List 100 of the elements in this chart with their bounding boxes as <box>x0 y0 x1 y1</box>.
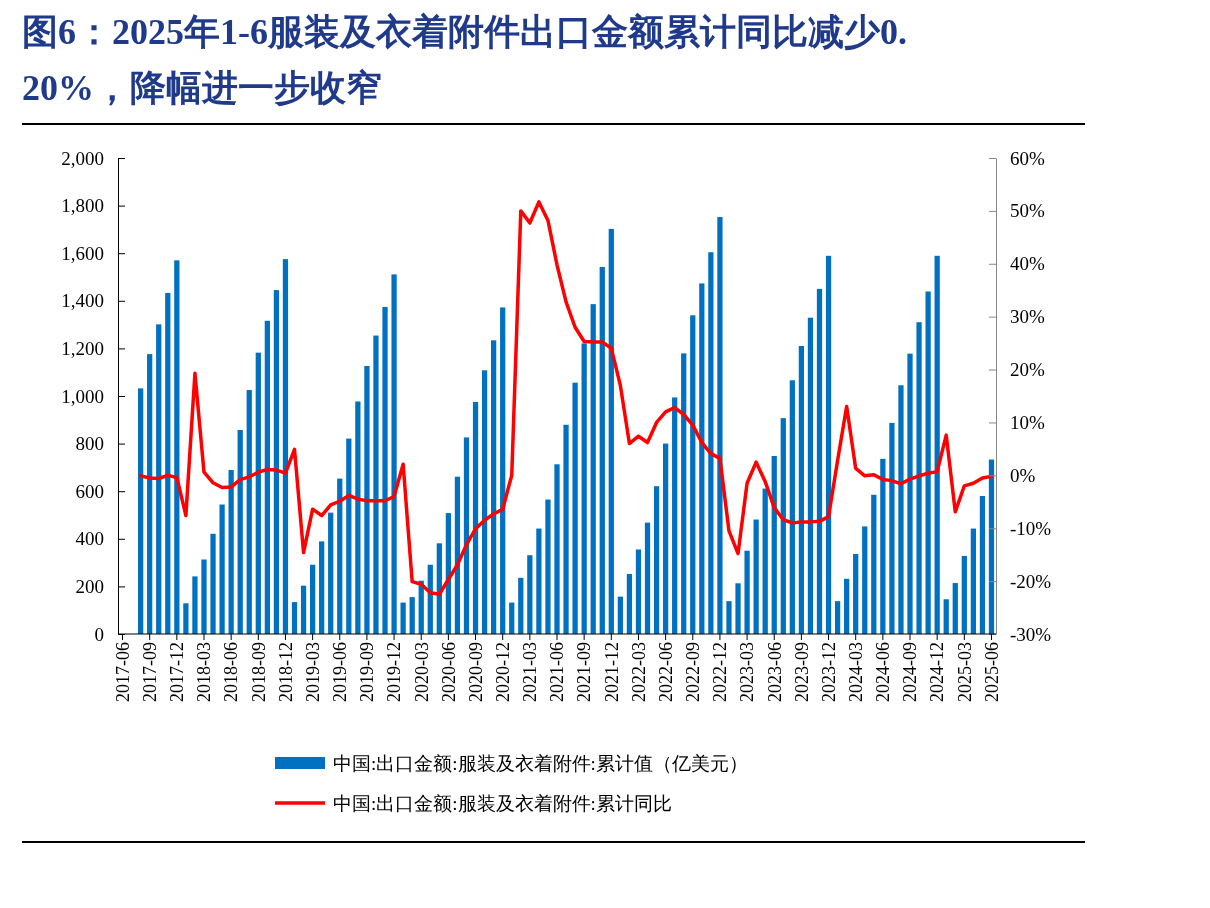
x-tick-label: 2020-06 <box>438 642 459 702</box>
bar <box>210 533 216 634</box>
bar <box>500 307 506 634</box>
bar <box>309 564 316 634</box>
bar <box>219 504 225 634</box>
bar <box>644 522 651 634</box>
y2-tick-label: 60% <box>1010 147 1045 169</box>
x-tick-label: 2025-06 <box>981 642 1002 702</box>
legend-label: 中国:出口金额:服装及衣着附件:累计同比 <box>333 792 672 814</box>
y-tick-label: 0 <box>94 623 104 645</box>
x-tick-label: 2017-12 <box>167 642 188 702</box>
y-tick-label: 2,000 <box>61 147 104 169</box>
bar <box>165 292 171 634</box>
bar <box>183 603 189 634</box>
x-tick-label: 2024-03 <box>846 642 866 702</box>
x-tick-label: 2018-03 <box>194 642 215 702</box>
bar <box>581 343 587 634</box>
x-tick-label: 2023-09 <box>791 642 812 702</box>
x-tick-label: 2017-09 <box>139 642 160 702</box>
x-tick-label: 2020-09 <box>465 642 486 702</box>
y-tick-label: 1,600 <box>61 242 104 264</box>
bar <box>590 304 596 634</box>
bar <box>789 380 795 634</box>
bar <box>735 583 741 634</box>
chart-title: 图6：2025年1-6服装及衣着附件出口金额累计同比减少0.20%，降幅进一步收窄 <box>22 12 907 108</box>
x-tick-label: 2021-12 <box>601 642 622 702</box>
bar <box>934 255 940 634</box>
bar <box>156 324 162 634</box>
x-tick-label: 2018-09 <box>248 642 269 702</box>
bar <box>916 322 922 634</box>
x-tick-label: 2020-12 <box>492 642 513 702</box>
x-tick-label: 2024-06 <box>873 642 894 702</box>
x-tick-label: 2018-12 <box>275 642 296 702</box>
bar <box>834 601 841 634</box>
bar <box>988 459 995 634</box>
bar <box>717 217 723 634</box>
bar <box>889 422 895 634</box>
bar <box>454 476 461 634</box>
bar <box>979 495 986 634</box>
bar <box>138 388 144 634</box>
bar <box>228 470 234 634</box>
bar <box>282 259 289 634</box>
bar <box>364 366 370 634</box>
x-tick-label: 2019-06 <box>330 642 351 702</box>
y2-tick-label: 30% <box>1010 306 1045 328</box>
line-series <box>138 200 994 597</box>
bar <box>563 424 569 634</box>
bar <box>771 455 777 634</box>
bar <box>599 267 605 634</box>
bar <box>780 418 786 634</box>
y-tick-label: 1,800 <box>61 195 104 217</box>
x-tick-label: 2021-06 <box>547 642 568 702</box>
y-tick-label: 1,200 <box>61 337 104 359</box>
y-tick-label: 400 <box>75 528 104 550</box>
bar <box>844 578 850 634</box>
bar <box>952 583 958 634</box>
bar <box>943 599 949 634</box>
x-tick-label: 2021-09 <box>574 642 595 702</box>
x-tick-label: 2019-12 <box>384 642 405 702</box>
bar <box>400 602 406 634</box>
y2-tick-label: -10% <box>1010 517 1052 539</box>
bar <box>255 352 261 634</box>
bar <box>328 512 334 634</box>
bar <box>291 602 298 634</box>
bar <box>554 464 560 634</box>
x-tick-label: 2023-03 <box>737 642 758 702</box>
bar <box>925 291 931 634</box>
y-tick-label: 1,400 <box>61 290 104 312</box>
bar <box>825 255 832 634</box>
x-tick-label: 2020-03 <box>411 642 432 702</box>
y2-tick-label: 20% <box>1010 359 1045 381</box>
bar <box>699 283 705 634</box>
bar <box>246 390 252 634</box>
y-tick-label: 200 <box>75 575 104 597</box>
bar <box>481 370 488 634</box>
bar <box>816 288 823 634</box>
x-tick-label: 2019-09 <box>357 642 378 702</box>
bar <box>264 320 270 634</box>
x-tick-label: 2025-03 <box>954 642 975 702</box>
x-tick-label: 2023-12 <box>818 642 839 702</box>
y2-tick-label: -20% <box>1010 570 1052 592</box>
legend-label: 中国:出口金额:服装及衣着附件:累计值（亿美元） <box>333 752 748 774</box>
bar <box>681 353 687 634</box>
bar <box>608 228 614 634</box>
bar <box>491 340 497 634</box>
bar <box>871 494 877 634</box>
bar <box>635 549 642 634</box>
bar <box>201 559 207 634</box>
bar <box>518 577 524 634</box>
bar <box>662 443 669 634</box>
bar <box>300 585 307 634</box>
x-tick-label: 2024-12 <box>927 642 948 702</box>
x-tick-label: 2021-03 <box>520 642 541 702</box>
bar <box>472 401 479 634</box>
x-tick-label: 2022-03 <box>628 642 649 702</box>
y2-tick-label: 50% <box>1010 200 1045 222</box>
bar <box>192 576 198 634</box>
bar <box>672 397 678 634</box>
bar <box>898 385 904 634</box>
bar <box>319 541 325 634</box>
